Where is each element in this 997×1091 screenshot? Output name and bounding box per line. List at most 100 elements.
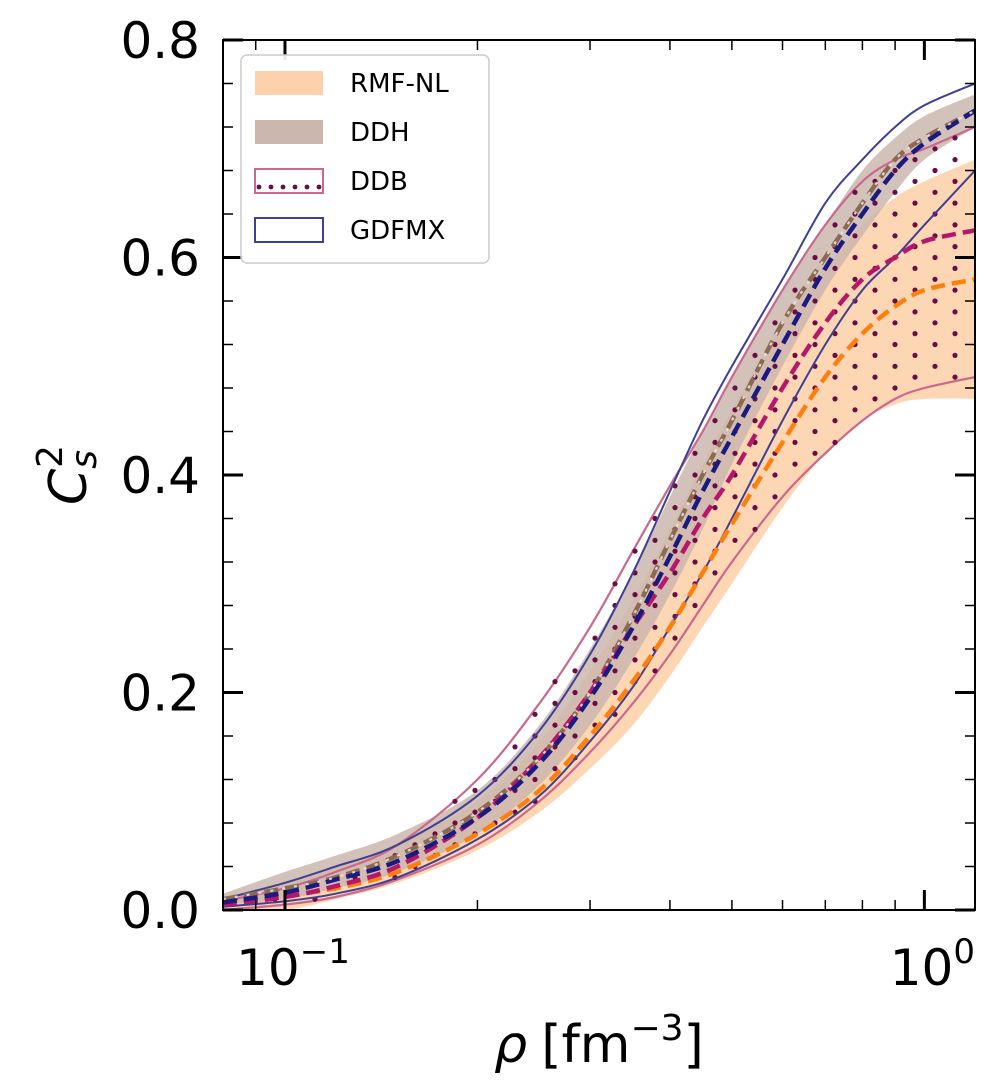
ddb-dot (472, 809, 478, 815)
ddb-dot (432, 831, 438, 837)
ddb-dot (692, 559, 698, 565)
ddb-dot (572, 668, 578, 674)
ddb-dot (612, 624, 618, 630)
ddb-dot (912, 331, 918, 337)
ddb-dot (672, 548, 678, 554)
ddb-dot (672, 635, 678, 641)
ddb-dot (892, 363, 898, 369)
ddb-dot (552, 700, 558, 707)
ddb-dot (572, 689, 578, 696)
ddb-dot (932, 320, 938, 326)
ddb-dot (692, 537, 698, 543)
ddb-dot (772, 407, 778, 413)
ddb-dot (912, 265, 918, 271)
ddb-dot (772, 385, 778, 391)
legend-swatch-gdfmx (254, 217, 324, 243)
axes (222, 38, 976, 912)
ddb-dot (892, 167, 898, 174)
ddb-dot (852, 189, 858, 195)
ddb-dot (792, 352, 798, 358)
ddb-dot (952, 157, 958, 163)
ddb-dot (692, 515, 698, 522)
ddb-dot (532, 776, 538, 783)
ddb-dot (912, 222, 918, 228)
data-bands (223, 82, 975, 910)
legend-label-ddh: DDH (350, 118, 410, 148)
ddb-dot (892, 276, 898, 282)
ddb-dot (852, 363, 858, 369)
ddb-dot (812, 428, 818, 435)
ddb-dot (812, 320, 818, 326)
ddb-dot (792, 374, 798, 380)
ddb-dot (652, 668, 658, 674)
x-axis-label: ρ [fm−3] (494, 1008, 704, 1075)
ddb-dot (872, 222, 878, 228)
ddb-dot (932, 341, 938, 348)
legend-dot (316, 184, 322, 190)
ddb-dot (552, 766, 558, 772)
ddb-dot (792, 461, 798, 467)
ddb-dot (932, 276, 938, 282)
ddb-dot (912, 157, 918, 163)
legend-box (240, 54, 490, 264)
ddb-dot (612, 668, 618, 674)
ddb-dot (532, 711, 538, 717)
ddb-dot (792, 418, 798, 424)
ddb-dot (592, 700, 598, 707)
ddb-dot (772, 472, 778, 478)
ddb-dot (712, 505, 718, 511)
legend-swatch-rmf-nl (255, 71, 323, 95)
overlay-line-light (223, 109, 975, 901)
ddb-dot (652, 537, 658, 543)
y-tick-label: 0.4 (120, 447, 200, 505)
ddb-dot (552, 744, 558, 750)
ddb-dot (692, 450, 698, 456)
ddb-dot (952, 331, 958, 337)
ddb-dot (892, 341, 898, 348)
ddb-dot (852, 407, 858, 413)
ddb-dot (872, 374, 878, 380)
band-ddh (223, 94, 975, 905)
ddb-dot (692, 472, 698, 478)
y-tick-label: 0.2 (120, 665, 200, 723)
ddb-dot (612, 581, 618, 587)
x-tick-label-exp: 0 (953, 932, 975, 972)
ddb-dot (892, 385, 898, 391)
ddb-dot (752, 526, 758, 533)
ddb-dot (632, 548, 638, 554)
ddb-dot (952, 244, 958, 250)
ddb-dot (912, 352, 918, 358)
ddb-dot (452, 820, 458, 826)
ddb-dot (812, 341, 818, 348)
ddb-dot (952, 309, 958, 315)
ddb-dot (952, 135, 958, 141)
ddb-dot (812, 254, 818, 261)
legend-swatch-ddh (255, 120, 323, 144)
legend-dot (256, 184, 262, 190)
ddb-dot (832, 439, 838, 445)
ddb-dot (932, 254, 938, 261)
ddb-dot (712, 526, 718, 533)
ddb-dot (832, 418, 838, 424)
ddb-dot (932, 167, 938, 174)
ddb-dot (732, 450, 738, 456)
ddb-dot (832, 352, 838, 358)
legend-dot (304, 184, 310, 190)
ddb-dot (712, 570, 718, 576)
ddb-dot (532, 755, 538, 761)
ddb-dot (672, 592, 678, 598)
ddb-dot (952, 352, 958, 358)
band-ddb-lower-line (223, 376, 975, 910)
y-tick-label: 0.0 (120, 882, 200, 940)
ddb-dot (552, 722, 558, 728)
ddb-dot (772, 320, 778, 326)
ddb-dot (632, 592, 638, 598)
ddb-dot (792, 287, 798, 293)
legend-dot (280, 184, 286, 190)
ddb-dot (812, 298, 818, 304)
center-line-gdfmx (223, 108, 975, 905)
y-tick-label: 0.8 (120, 12, 200, 70)
x-axis-label-unit: [fm (541, 1015, 630, 1075)
ddb-dot (892, 320, 898, 326)
